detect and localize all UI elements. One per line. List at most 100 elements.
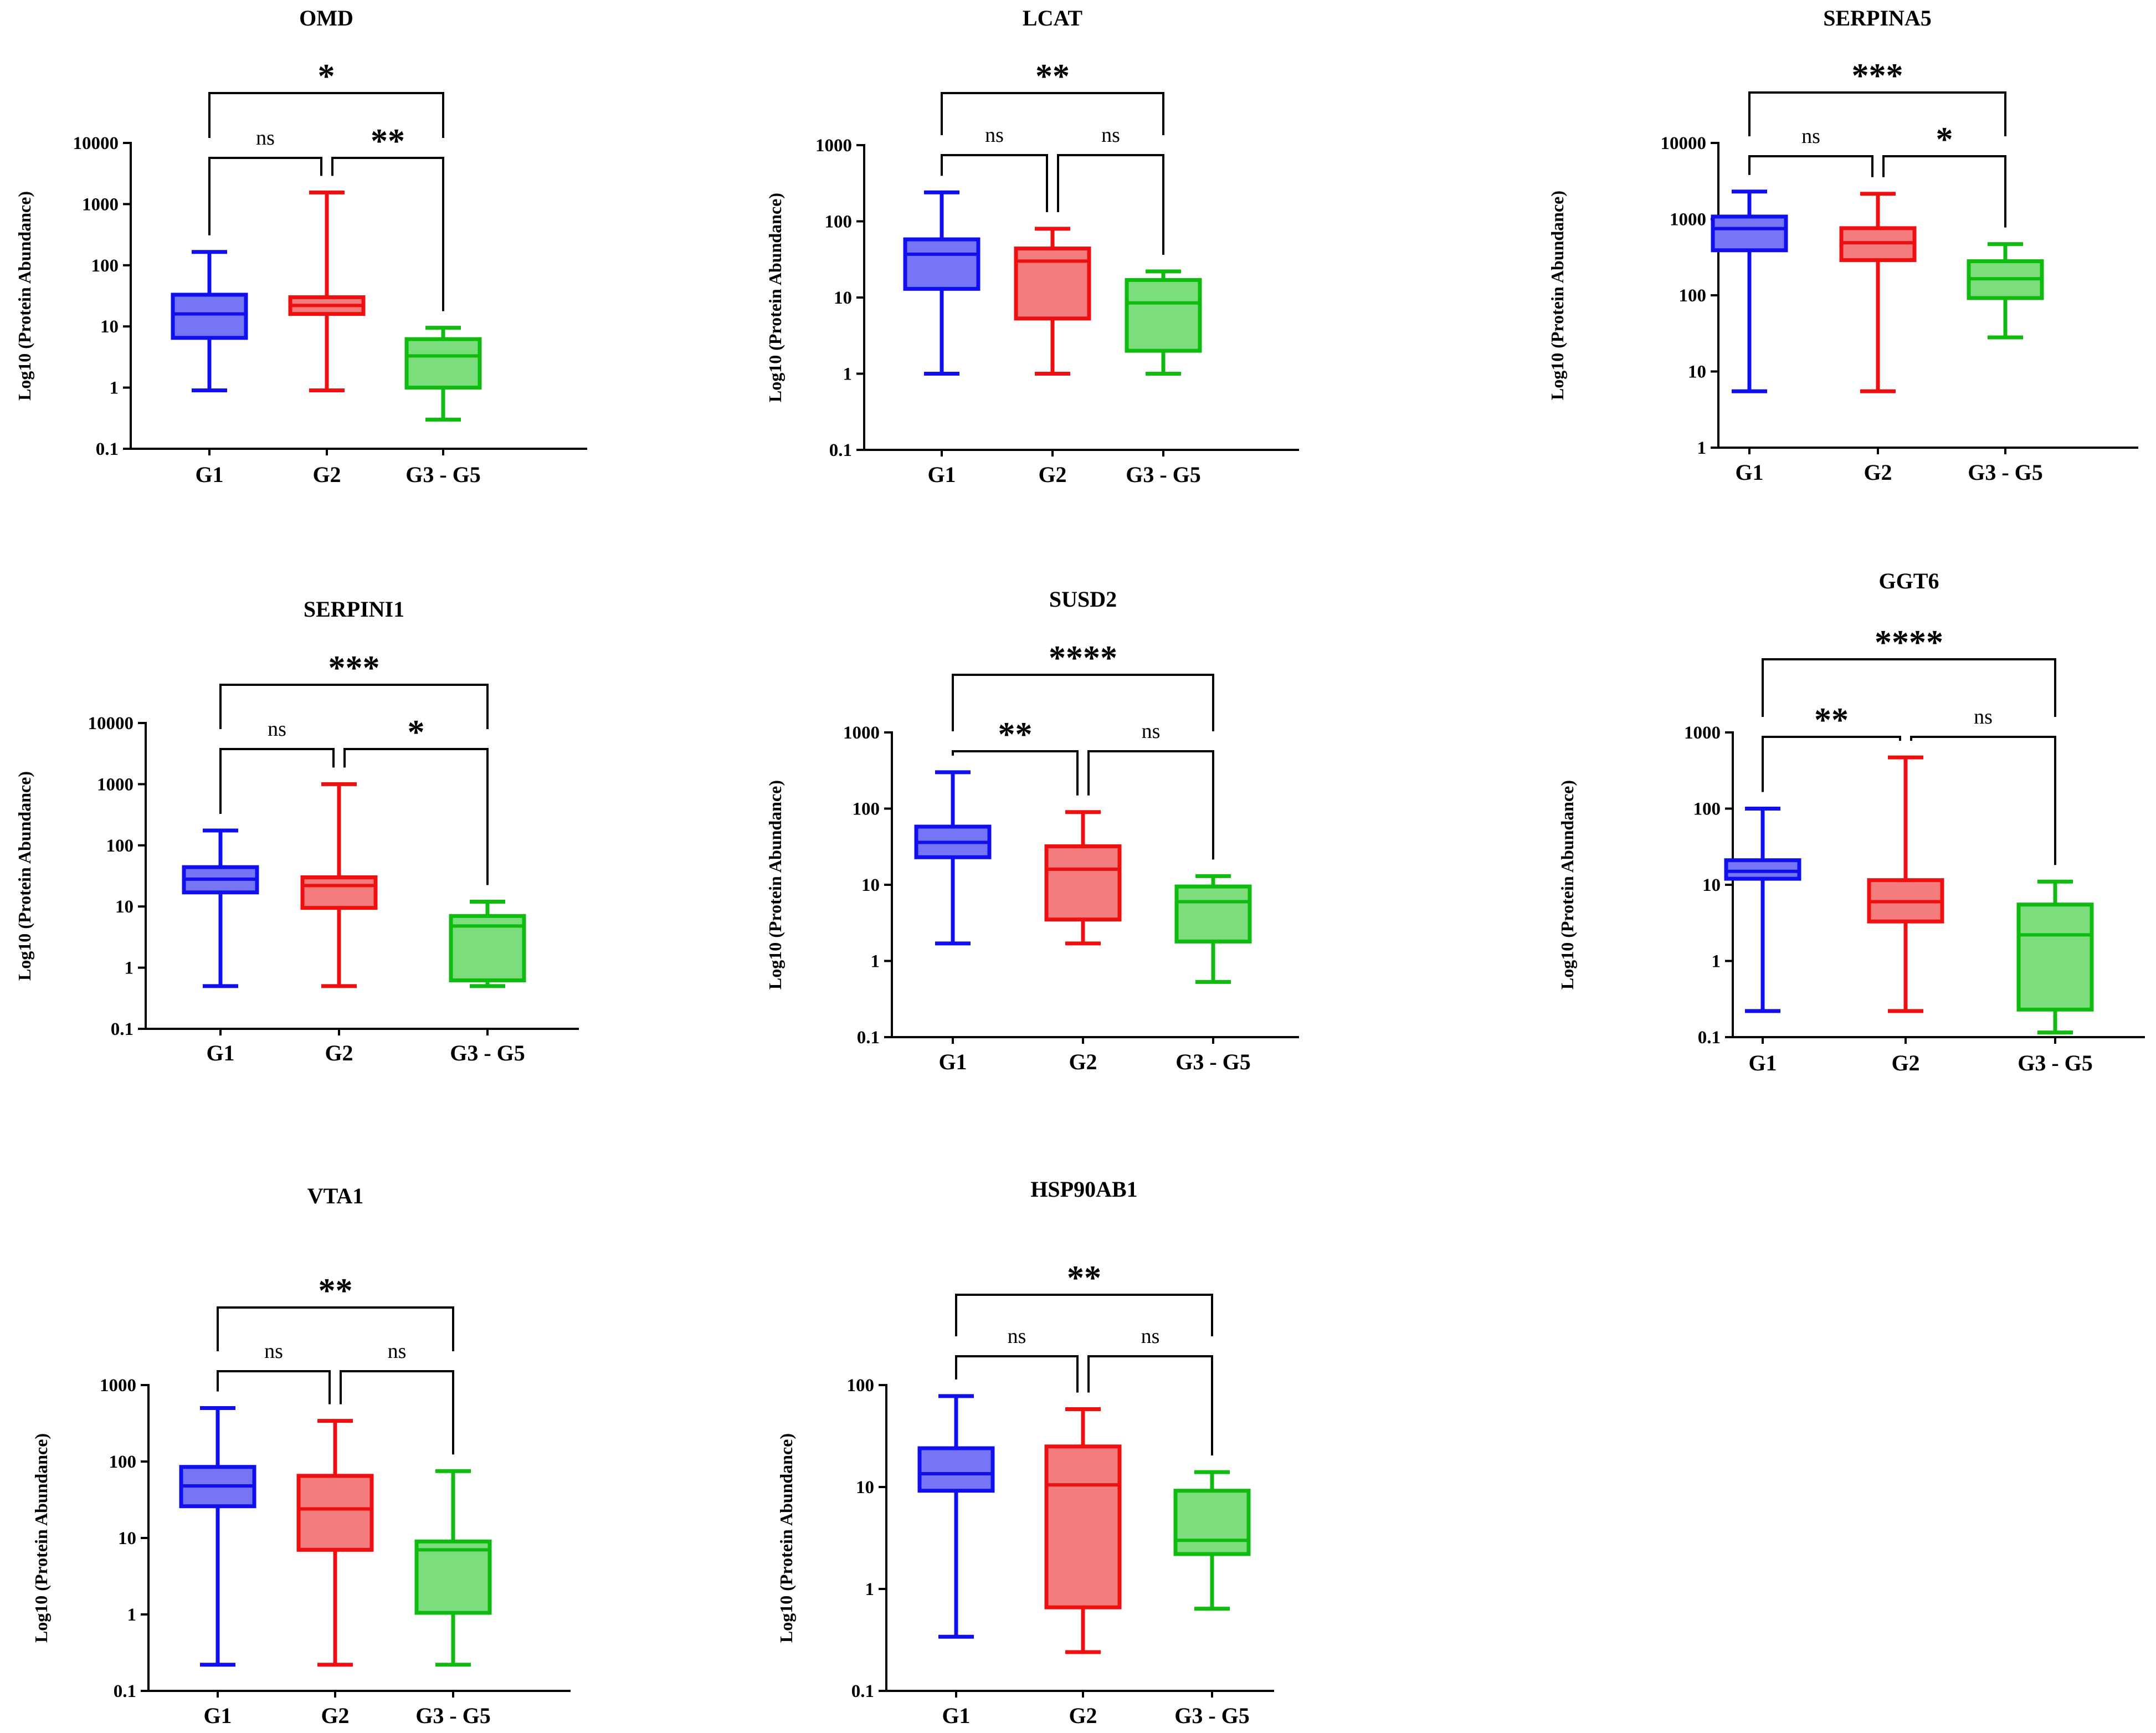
significance-label: ns: [388, 1340, 407, 1363]
y-tick-label: 1000: [82, 194, 119, 214]
x-tick-label: G1: [1735, 460, 1763, 485]
x-tick-label: G3 - G5: [415, 1703, 491, 1728]
box-g1: [171, 250, 248, 393]
significance-label: *: [408, 714, 425, 751]
significance-bracket: [343, 748, 489, 885]
panel-title: SERPINA5: [1823, 6, 1932, 30]
significance-bracket: [1748, 155, 1873, 177]
iqr-box: [903, 237, 981, 291]
y-axis-label: Log10 (Protein Abundance): [14, 771, 34, 981]
x-tick-label: G1: [203, 1703, 232, 1728]
significance-label: ns: [256, 126, 275, 150]
box-g3-g5: [404, 326, 482, 422]
iqr-box: [300, 875, 378, 910]
significance-bracket: [217, 1370, 331, 1404]
y-tick-label: 1: [127, 1605, 137, 1625]
box-g1: [1724, 807, 1801, 1013]
box-g3-g5: [2016, 879, 2094, 1035]
significance-label: ****: [1049, 639, 1117, 677]
y-tick-label: 10: [834, 288, 852, 308]
x-tick-label: G2: [1069, 1703, 1097, 1728]
y-tick-label: 1: [871, 952, 880, 972]
y-tick-label: 1000: [100, 1376, 136, 1396]
significance-bracket: [941, 92, 1164, 135]
y-tick-label: 1: [1712, 952, 1721, 972]
box-g3-g5: [449, 899, 526, 988]
significance-label: ***: [1852, 57, 1903, 95]
significance-bracket: [217, 1306, 454, 1351]
box-g3-g5: [1125, 269, 1202, 376]
y-tick-label: 0.1: [1698, 1028, 1721, 1048]
y-tick-label: 10: [856, 1478, 874, 1498]
y-tick-label: 0.1: [96, 439, 119, 459]
panel-title: HSP90AB1: [1030, 1177, 1137, 1202]
y-tick-label: 0.1: [857, 1028, 880, 1048]
panel-title: OMD: [299, 6, 353, 30]
iqr-box: [1724, 858, 1801, 881]
significance-bracket: [219, 684, 489, 729]
significance-bracket: [208, 92, 444, 138]
y-tick-label: 10000: [88, 714, 134, 734]
significance-label: ns: [1142, 720, 1161, 743]
significance-bracket: [1748, 91, 2006, 136]
significance-bracket: [1087, 750, 1214, 860]
iqr-box: [414, 1539, 492, 1615]
box-g1: [1711, 189, 1788, 393]
significance-bracket: [208, 157, 322, 235]
iqr-box: [404, 337, 482, 390]
y-tick-label: 0.1: [114, 1681, 136, 1701]
x-tick-label: G3 - G5: [2018, 1050, 2093, 1075]
iqr-box: [1173, 1489, 1251, 1556]
y-axis-label: Log10 (Protein Abundance): [14, 191, 34, 401]
y-tick-label: 1000: [815, 136, 852, 156]
box-g2: [1044, 1407, 1122, 1654]
box-g3-g5: [1173, 1470, 1251, 1611]
panel-title: LCAT: [1023, 6, 1082, 30]
y-axis-label: Log10 (Protein Abundance): [765, 780, 785, 989]
y-tick-label: 1000: [1684, 723, 1721, 743]
significance-label: ****: [1875, 624, 1943, 662]
box-g1: [914, 770, 992, 946]
y-tick-label: 1: [1697, 438, 1707, 458]
y-tick-label: 1: [110, 378, 119, 398]
x-tick-label: G2: [1864, 460, 1892, 485]
panel-omd: OMD Log10 (Protein Abundance) 0.1 1 10 100 100…: [14, 6, 587, 487]
significance-bracket: [331, 157, 444, 311]
iqr-box: [1711, 214, 1788, 253]
panel-title: SERPINI1: [304, 597, 404, 622]
y-axis-label: Log10 (Protein Abundance): [776, 1433, 796, 1643]
iqr-box: [1014, 247, 1091, 321]
x-tick-label: G2: [1069, 1049, 1097, 1074]
panel-vta1: VTA1 Log10 (Protein Abundance) 0.1 1 10 100 10…: [31, 1183, 571, 1728]
x-tick-label: G2: [325, 1040, 353, 1065]
panel-title: VTA1: [307, 1183, 363, 1208]
y-tick-label: 10000: [1661, 134, 1707, 153]
y-tick-label: 100: [847, 1376, 875, 1396]
y-tick-label: 10000: [73, 134, 119, 153]
box-g1: [179, 1406, 256, 1667]
y-tick-label: 1000: [1670, 210, 1706, 230]
box-g3-g5: [414, 1469, 492, 1667]
y-tick-label: 0.1: [111, 1019, 134, 1039]
significance-label: ns: [1008, 1325, 1026, 1348]
box-g2: [1044, 810, 1122, 946]
y-tick-label: 100: [1679, 286, 1707, 306]
panel-hsp90ab1: HSP90AB1 Log10 (Protein Abundance) 0.1 1 10 1…: [776, 1177, 1274, 1728]
y-tick-label: 1000: [843, 723, 880, 743]
y-tick-label: 100: [825, 212, 853, 232]
x-tick-label: G3 - G5: [450, 1040, 525, 1065]
y-tick-label: 10: [1688, 362, 1706, 382]
significance-bracket: [941, 154, 1048, 212]
panel-title: SUSD2: [1049, 587, 1117, 612]
y-tick-label: 1: [865, 1580, 875, 1599]
iqr-box: [1044, 1444, 1122, 1609]
panel-serpini1: SERPINI1 Log10 (Protein Abundance) 0.1 1 10 1…: [14, 597, 579, 1065]
y-tick-label: 10: [1702, 875, 1721, 895]
box-g2: [300, 782, 378, 988]
y-tick-label: 100: [1693, 799, 1721, 819]
x-tick-label: G2: [1038, 462, 1066, 487]
significance-bracket: [1762, 736, 1901, 792]
x-tick-label: G3 - G5: [1968, 460, 2043, 485]
significance-label: ns: [1801, 125, 1820, 148]
x-tick-label: G1: [1748, 1050, 1777, 1075]
